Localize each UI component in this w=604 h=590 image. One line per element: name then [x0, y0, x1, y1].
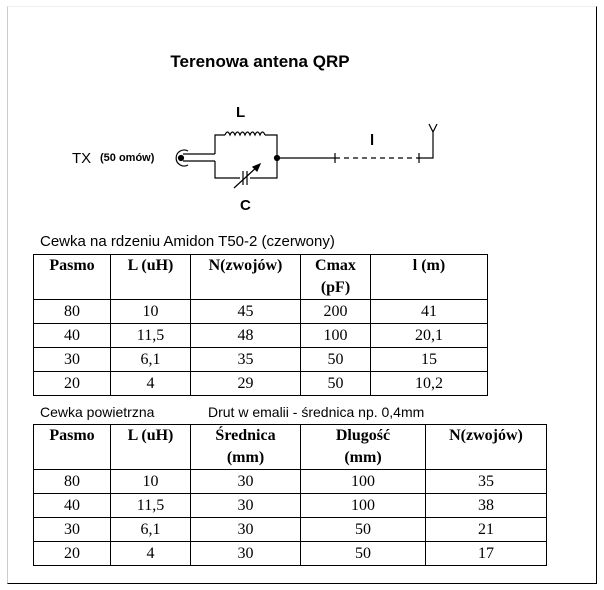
table-row: 30 6,1 35 50 15 — [33, 347, 488, 372]
table-cell: 40 — [33, 323, 111, 348]
header-text: l (m) — [412, 257, 446, 274]
table-cell: 30 — [190, 517, 301, 542]
header-text: Pasmo — [49, 427, 95, 444]
column-header: Średnica (mm) — [190, 424, 301, 470]
table-cell: 50 — [300, 517, 426, 542]
header-text: (mm) — [344, 449, 382, 466]
header-text — [371, 277, 487, 299]
table-cell: 15 — [370, 347, 488, 372]
table1-caption: Cewka na rdzeniu Amidon T50-2 (czerwony) — [40, 233, 335, 250]
page-frame — [7, 6, 597, 584]
header-text — [34, 277, 110, 299]
table-row: 80 10 30 100 35 — [33, 469, 547, 494]
table-cell: 11,5 — [110, 493, 191, 518]
table-cell: 30 — [190, 469, 301, 494]
table-cell: 11,5 — [110, 323, 191, 348]
inductor-coil — [224, 131, 266, 137]
page-title: Terenowa antena QRP — [170, 52, 350, 71]
table-cell: 29 — [190, 371, 301, 396]
table-cell: 4 — [110, 541, 191, 566]
table-cell: 30 — [190, 541, 301, 566]
column-header: Dlugość (mm) — [300, 424, 426, 470]
table-cell: 30 — [33, 347, 111, 372]
table-cell: 38 — [425, 493, 547, 518]
circuit-diagram — [175, 123, 438, 189]
inductor-label: L — [236, 104, 246, 121]
table-cell: 50 — [300, 541, 426, 566]
table-cell: 35 — [425, 469, 547, 494]
header-text — [111, 447, 190, 469]
table-cell: 6,1 — [110, 347, 191, 372]
table-cell: 200 — [300, 299, 371, 324]
length-label: l — [370, 132, 375, 149]
header-text: (mm) — [226, 449, 265, 466]
table-cell: 21 — [425, 517, 547, 542]
table-cell: 50 — [300, 371, 371, 396]
impedance-label: (50 omów) — [100, 152, 155, 164]
table-cell: 30 — [33, 517, 111, 542]
tx-label: TX — [72, 150, 92, 167]
table-cell: 20 — [33, 371, 111, 396]
table-cell: 4 — [110, 371, 191, 396]
table-row: 20 4 29 50 10,2 — [33, 371, 488, 396]
table-cell: 17 — [425, 541, 547, 566]
table-row: 80 10 45 200 41 — [33, 299, 488, 324]
column-header: N(zwojów) — [425, 424, 547, 470]
table-cell: 80 — [33, 299, 111, 324]
header-text: (pF) — [320, 279, 351, 296]
antenna-icon — [419, 123, 438, 159]
table-row: 20 4 30 50 17 — [33, 541, 547, 566]
header-row: Pasmo L (uH) N(zwojów) Cmax (pF) l (m) — [33, 254, 488, 300]
table-row: 40 11,5 48 100 20,1 — [33, 323, 488, 348]
header-text: Średnica — [215, 427, 276, 444]
table-cell: 100 — [300, 469, 426, 494]
table-cell: 20,1 — [370, 323, 488, 348]
header-text — [111, 277, 190, 299]
air-coil-table: Pasmo L (uH) Średnica (mm) Dlugość (mm) N(zw… — [33, 424, 547, 566]
header-row: Pasmo L (uH) Średnica (mm) Dlugość (mm) N(zw… — [33, 424, 547, 470]
table-row: 30 6,1 30 50 21 — [33, 517, 547, 542]
header-text — [191, 277, 300, 299]
header-text: Pasmo — [49, 257, 95, 274]
column-header: l (m) — [370, 254, 488, 300]
header-text: Cmax — [315, 257, 356, 274]
table-row: 40 11,5 30 100 38 — [33, 493, 547, 518]
column-header: Pasmo — [33, 254, 111, 300]
table-cell: 100 — [300, 493, 426, 518]
table-cell: 35 — [190, 347, 301, 372]
header-text: N(zwojów) — [449, 427, 523, 444]
table-cell: 40 — [33, 493, 111, 518]
table-cell: 100 — [300, 323, 371, 348]
capacitor-label: C — [240, 197, 251, 214]
table-cell: 45 — [190, 299, 301, 324]
table-cell: 10 — [110, 299, 191, 324]
header-text: L (uH) — [127, 427, 174, 444]
table-cell: 48 — [190, 323, 301, 348]
table-cell: 50 — [300, 347, 371, 372]
table-cell: 20 — [33, 541, 111, 566]
coax-connector-icon — [175, 149, 189, 167]
header-text — [426, 447, 546, 469]
table2-caption: Cewka powietrzna — [40, 404, 155, 420]
header-text — [34, 447, 110, 469]
ferrite-coil-table: Pasmo L (uH) N(zwojów) Cmax (pF) l (m) 80 1… — [33, 254, 488, 396]
column-header: N(zwojów) — [190, 254, 301, 300]
table-cell: 80 — [33, 469, 111, 494]
header-text: L (uH) — [127, 257, 174, 274]
column-header: L (uH) — [110, 424, 191, 470]
column-header: Pasmo — [33, 424, 111, 470]
header-text: N(zwojów) — [208, 257, 283, 274]
column-header: L (uH) — [110, 254, 191, 300]
header-text: Dlugość — [335, 427, 391, 444]
table2-caption-note: Drut w emalii - średnica np. 0,4mm — [208, 404, 425, 420]
column-header: Cmax (pF) — [300, 254, 371, 300]
table-cell: 30 — [190, 493, 301, 518]
table-cell: 10,2 — [370, 371, 488, 396]
table-cell: 6,1 — [110, 517, 191, 542]
table-cell: 41 — [370, 299, 488, 324]
table-cell: 10 — [110, 469, 191, 494]
